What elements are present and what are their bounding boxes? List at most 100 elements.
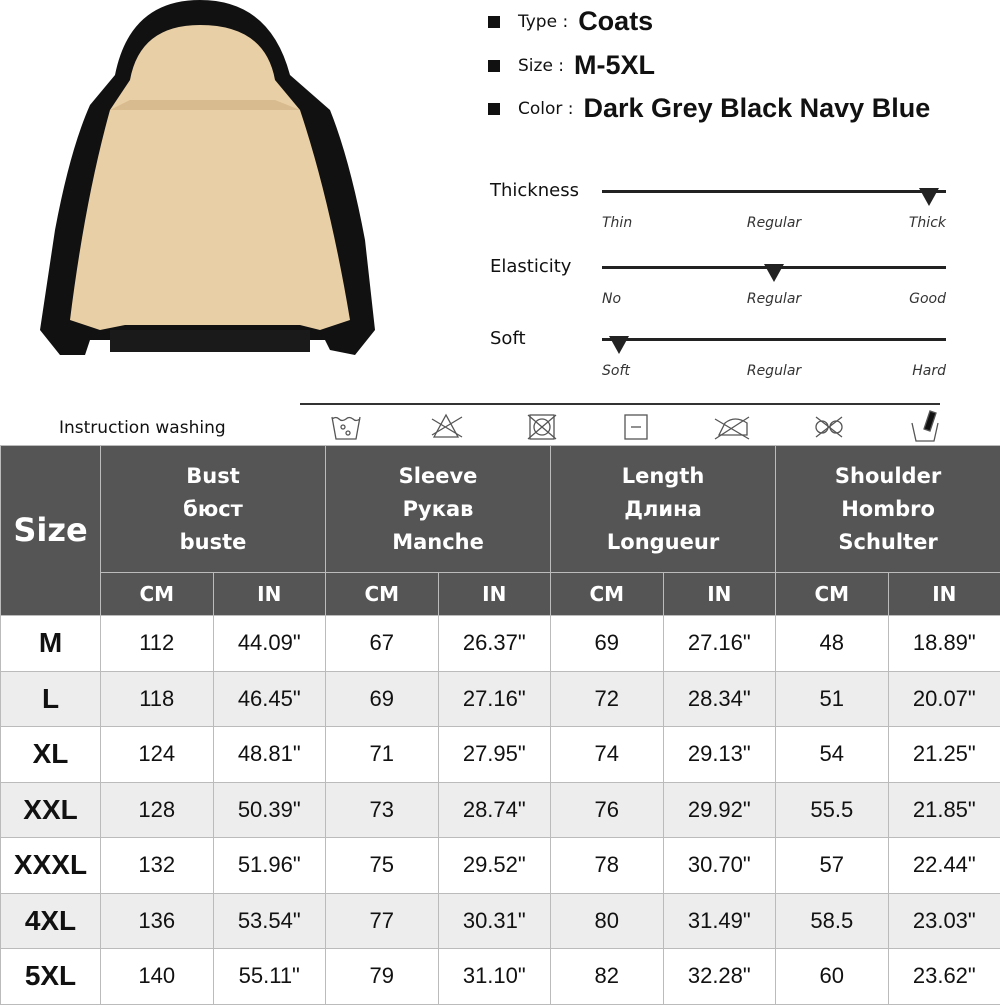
measurement-cell: 29.92" — [663, 782, 776, 838]
measurement-cell: 77 — [326, 893, 439, 949]
header-line: Рукав — [326, 493, 550, 526]
measurement-cell: 55.5 — [776, 782, 889, 838]
spec-value: M-5XL — [574, 50, 655, 81]
measurement-cell: 67 — [326, 616, 439, 672]
unit-header: IN — [663, 573, 776, 616]
measurement-cell: 27.16" — [438, 671, 551, 727]
header-line: Longueur — [551, 526, 775, 559]
jacket-image — [30, 0, 390, 385]
no-dry-clean-icon — [816, 417, 842, 437]
spec-value: Dark Grey Black Navy Blue — [584, 93, 931, 124]
size-cell: XXXL — [1, 838, 101, 894]
scale-marker-icon — [764, 264, 784, 282]
bullet-icon — [488, 103, 500, 115]
measurement-cell: 76 — [551, 782, 664, 838]
hand-wash-only-icon — [912, 411, 938, 441]
measurement-cell: 57 — [776, 838, 889, 894]
measurement-cell: 46.45" — [213, 671, 326, 727]
measurement-cell: 82 — [551, 949, 664, 1005]
header-line: Длина — [551, 493, 775, 526]
measurement-cell: 55.11" — [213, 949, 326, 1005]
measurement-cell: 140 — [101, 949, 214, 1005]
measurement-cell: 50.39" — [213, 782, 326, 838]
size-cell: XL — [1, 727, 101, 783]
no-tumble-dry-icon — [528, 415, 556, 439]
measurement-cell: 72 — [551, 671, 664, 727]
spec-value: Coats — [578, 6, 653, 37]
measurement-cell: 53.54" — [213, 893, 326, 949]
spec-label: Color : — [518, 99, 574, 119]
unit-header: CM — [551, 573, 664, 616]
size-header: Size — [1, 446, 101, 616]
spec-color: Color : Dark Grey Black Navy Blue — [488, 93, 930, 124]
header-line: Hombro — [776, 493, 1000, 526]
measurement-cell: 69 — [326, 671, 439, 727]
unit-header: CM — [326, 573, 439, 616]
measurement-cell: 29.13" — [663, 727, 776, 783]
scale-name: Elasticity — [490, 256, 571, 277]
header-line: бюст — [101, 493, 325, 526]
measurement-cell: 71 — [326, 727, 439, 783]
measurement-cell: 128 — [101, 782, 214, 838]
no-bleach-icon — [432, 415, 462, 437]
size-cell: L — [1, 671, 101, 727]
measurement-cell: 58.5 — [776, 893, 889, 949]
header-line: Schulter — [776, 526, 1000, 559]
measurement-cell: 30.70" — [663, 838, 776, 894]
size-cell: XXL — [1, 782, 101, 838]
measurement-cell: 48 — [776, 616, 889, 672]
size-cell: M — [1, 616, 101, 672]
measurement-cell: 112 — [101, 616, 214, 672]
measurement-cell: 54 — [776, 727, 889, 783]
scale-tick: Regular — [747, 215, 801, 231]
measurement-cell: 78 — [551, 838, 664, 894]
scale-tick: Soft — [602, 363, 630, 379]
scale-marker-icon — [609, 336, 629, 354]
measurement-cell: 21.25" — [888, 727, 1000, 783]
measurement-cell: 75 — [326, 838, 439, 894]
scale-name: Thickness — [490, 180, 579, 201]
measurement-cell: 44.09" — [213, 616, 326, 672]
measurement-cell: 18.89" — [888, 616, 1000, 672]
measurement-cell: 27.95" — [438, 727, 551, 783]
scale-marker-icon — [919, 188, 939, 206]
measurement-cell: 30.31" — [438, 893, 551, 949]
unit-header: CM — [776, 573, 889, 616]
scale-tick: Regular — [747, 291, 801, 307]
measurement-cell: 28.34" — [663, 671, 776, 727]
measurement-cell: 51 — [776, 671, 889, 727]
measurement-cell: 79 — [326, 949, 439, 1005]
size-cell: 4XL — [1, 893, 101, 949]
washing-instructions: Instruction washing — [0, 403, 1000, 445]
no-iron-icon — [715, 417, 749, 439]
scale-tick: Thick — [909, 215, 946, 231]
measurement-cell: 28.74" — [438, 782, 551, 838]
measurement-cell: 136 — [101, 893, 214, 949]
dry-flat-icon — [625, 415, 647, 439]
scale-tick: Regular — [747, 363, 801, 379]
unit-header: CM — [101, 573, 214, 616]
unit-header: IN — [438, 573, 551, 616]
header-line: Sleeve — [326, 460, 550, 493]
bullet-icon — [488, 16, 500, 28]
hand-wash-icon — [332, 417, 360, 439]
spec-label: Size : — [518, 56, 564, 76]
bullet-icon — [488, 60, 500, 72]
measurement-cell: 32.28" — [663, 949, 776, 1005]
scale-name: Soft — [490, 328, 526, 349]
scale-tick: No — [602, 291, 621, 307]
